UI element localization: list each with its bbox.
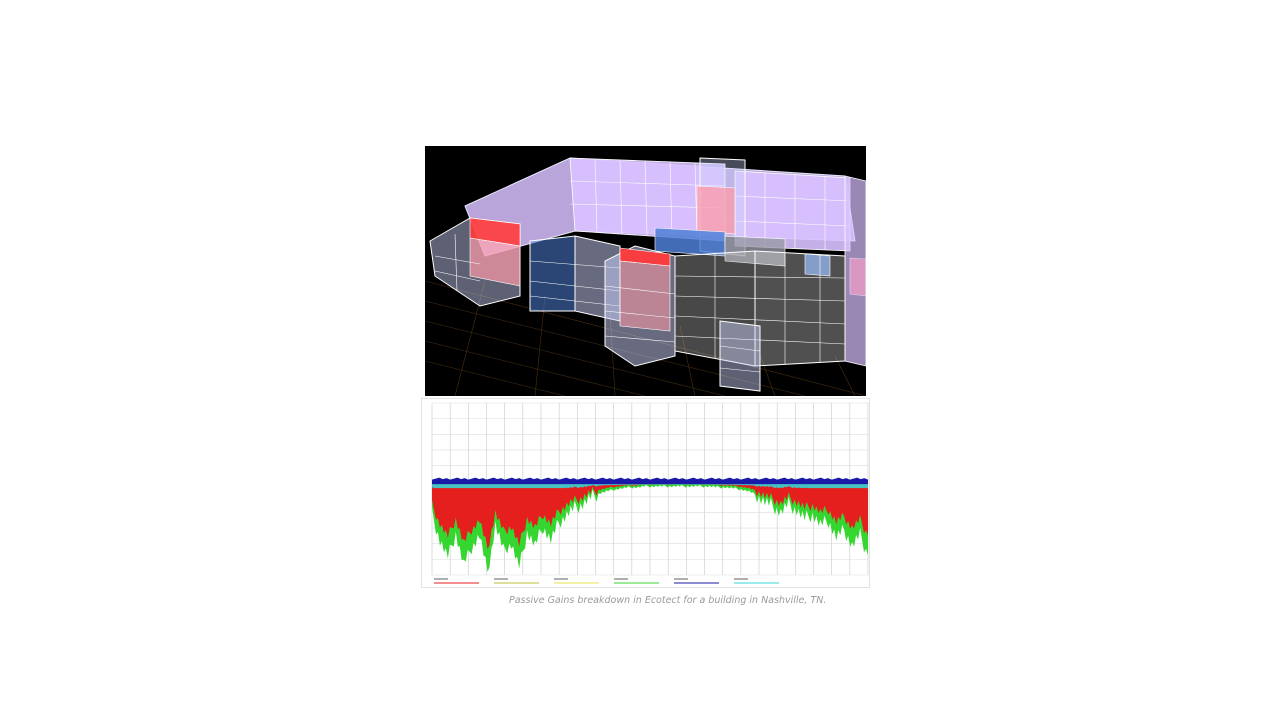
left-wing <box>429 217 521 307</box>
stair-extension <box>719 320 761 392</box>
series-red-area <box>432 482 868 550</box>
center-red-block <box>604 245 676 367</box>
legend-label-placeholder <box>494 578 508 580</box>
building-model-svg <box>425 157 866 396</box>
right-wing <box>674 250 866 367</box>
ground-grid <box>425 280 866 396</box>
legend-label-placeholder <box>434 578 448 580</box>
legend-label-placeholder <box>734 578 748 580</box>
series-blue-area <box>432 477 868 485</box>
legend-label-placeholder <box>674 578 688 580</box>
ecotect-3d-model-view <box>425 146 866 396</box>
back-wing <box>464 157 856 257</box>
chart-svg <box>431 402 869 584</box>
figure-caption: Passive Gains breakdown in Ecotect for a… <box>509 595 827 606</box>
legend-label-placeholder <box>554 578 568 580</box>
passive-gains-chart <box>421 398 870 588</box>
right-end-block <box>844 175 866 367</box>
legend-label-placeholder <box>614 578 628 580</box>
